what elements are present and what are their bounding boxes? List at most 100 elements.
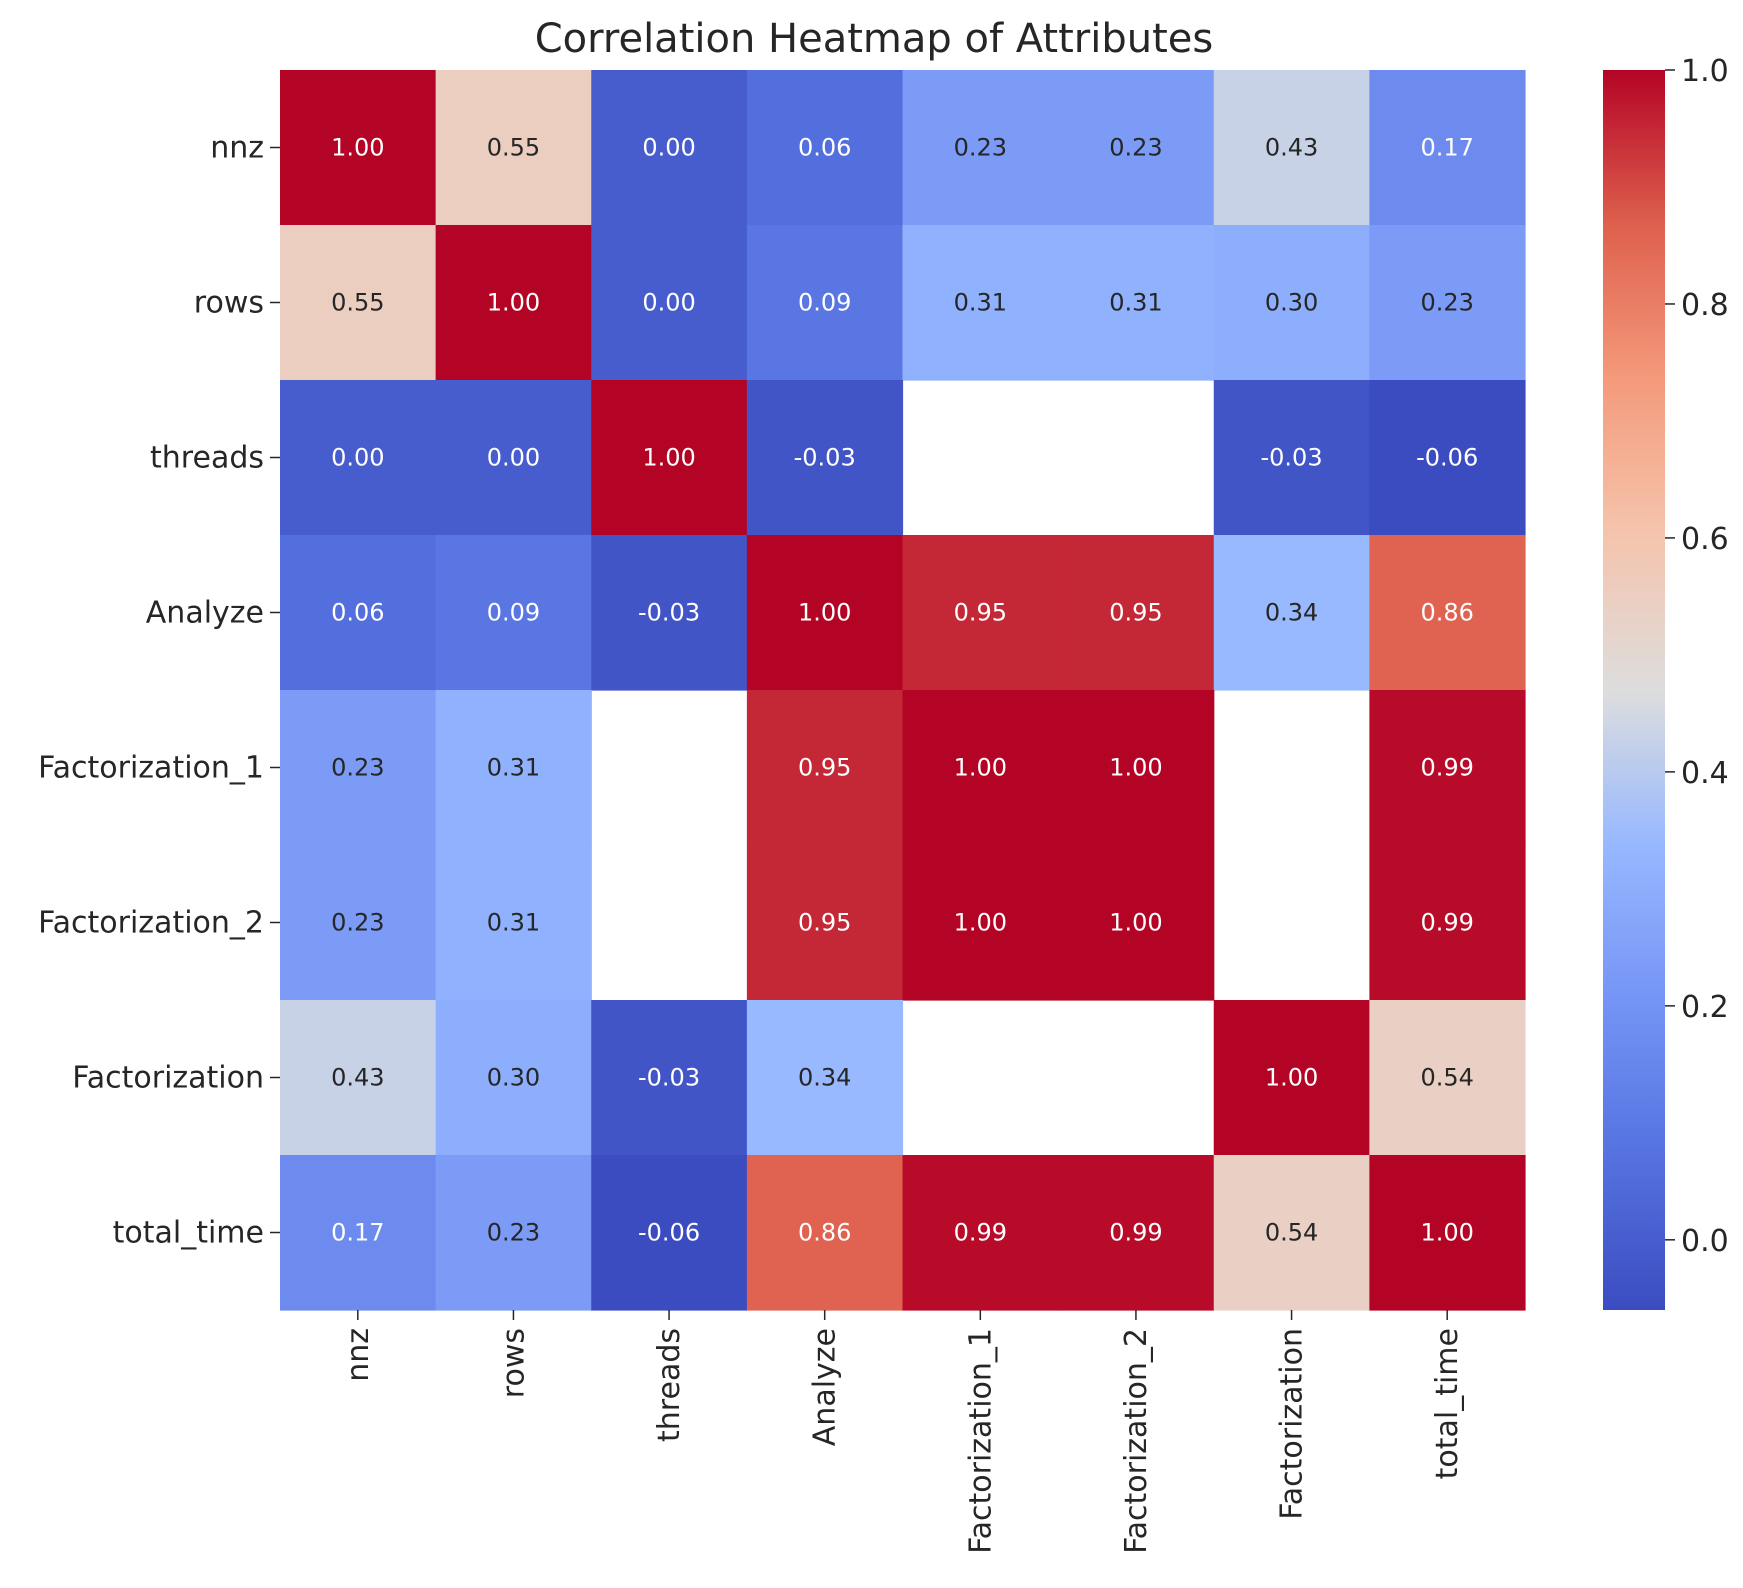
heatmap-cell bbox=[902, 225, 1059, 381]
colorbar-gradient bbox=[1603, 70, 1665, 1310]
cell-value-label: 0.30 bbox=[1265, 289, 1318, 317]
heatmap-cell bbox=[1369, 225, 1526, 381]
y-axis: nnz rows threads Analyze Factorization_1 Fact… bbox=[38, 131, 280, 1251]
cell-value-label: 0.23 bbox=[1420, 289, 1473, 317]
cell-value-label: 0.95 bbox=[798, 754, 851, 782]
heatmap-cell bbox=[591, 535, 748, 691]
y-tick-label: rows bbox=[194, 286, 264, 321]
cell-value-label: 0.86 bbox=[1420, 599, 1473, 627]
cell-value-label: 0.00 bbox=[642, 289, 695, 317]
heatmap-cell bbox=[435, 70, 592, 226]
cell-value-label: 0.95 bbox=[798, 909, 851, 937]
cell-value-label: -0.03 bbox=[638, 599, 700, 627]
cell-value-label: 0.99 bbox=[1109, 1219, 1162, 1247]
x-tick-label: Analyze bbox=[808, 1328, 843, 1446]
cell-value-label: 1.00 bbox=[1109, 909, 1162, 937]
heatmap-cell bbox=[1369, 380, 1526, 536]
cell-value-label: 0.34 bbox=[798, 1064, 851, 1092]
heatmap-cell bbox=[746, 70, 904, 226]
heatmap-cell bbox=[591, 1155, 748, 1311]
y-tick-label: total_time bbox=[113, 1216, 264, 1251]
heatmap-cell bbox=[435, 380, 592, 536]
cell-annotations: 1.00 0.55 0.00 0.06 0.23 0.23 0.43 0.17 0.55 1.00… bbox=[331, 134, 1478, 1247]
cell-value-label: -0.03 bbox=[638, 1064, 700, 1092]
cell-value-label: -0.06 bbox=[1416, 444, 1478, 472]
cell-value-label: 0.00 bbox=[487, 444, 540, 472]
colorbar-tick-label: 0.0 bbox=[1681, 1224, 1729, 1259]
heatmap-cell bbox=[435, 690, 592, 846]
heatmap-cell bbox=[435, 845, 592, 1001]
heatmap-cell bbox=[1213, 225, 1370, 381]
cell-value-label: 1.00 bbox=[1420, 1219, 1473, 1247]
cell-value-label: 1.00 bbox=[642, 444, 695, 472]
x-tick-label: Factorization_1 bbox=[963, 1328, 998, 1554]
heatmap-cell bbox=[1058, 225, 1215, 381]
cell-value-label: 0.00 bbox=[642, 134, 695, 162]
heatmap-cell bbox=[902, 690, 1059, 846]
colorbar-tick-label: 0.2 bbox=[1681, 990, 1729, 1025]
heatmap-cell bbox=[435, 1000, 592, 1156]
heatmap-cell bbox=[902, 845, 1059, 1001]
colorbar-tick-label: 1.0 bbox=[1681, 54, 1729, 89]
heatmap-cell bbox=[435, 1155, 592, 1311]
heatmap-cell bbox=[746, 225, 904, 381]
heatmap-cell bbox=[591, 1000, 748, 1156]
y-tick-label: Analyze bbox=[146, 596, 264, 631]
heatmap-cell bbox=[1213, 70, 1370, 226]
y-tick-label: Factorization bbox=[72, 1061, 264, 1096]
cell-value-label: 0.31 bbox=[487, 754, 540, 782]
heatmap-cell bbox=[280, 845, 437, 1001]
x-tick-label: total_time bbox=[1430, 1328, 1465, 1479]
heatmap-cell bbox=[591, 380, 748, 536]
heatmap-cell bbox=[1369, 1155, 1526, 1311]
cell-value-label: 0.54 bbox=[1265, 1219, 1318, 1247]
cell-value-label: 0.55 bbox=[487, 134, 540, 162]
cell-value-label: -0.03 bbox=[1261, 444, 1323, 472]
chart-title: Correlation Heatmap of Attributes bbox=[535, 16, 1213, 62]
heatmap-cell bbox=[746, 380, 904, 536]
x-tick-label: threads bbox=[652, 1328, 687, 1442]
heatmap-cell bbox=[1213, 1000, 1370, 1156]
x-axis: nnz rows threads Analyze Factorization_1 Fact… bbox=[341, 1310, 1465, 1554]
heatmap-cell bbox=[746, 690, 904, 846]
cell-value-label: 0.06 bbox=[331, 599, 384, 627]
heatmap-cell bbox=[1369, 535, 1526, 691]
cell-value-label: 0.43 bbox=[331, 1064, 384, 1092]
heatmap-cells bbox=[280, 70, 1526, 1311]
cell-value-label: 0.17 bbox=[331, 1219, 384, 1247]
heatmap-cell bbox=[435, 225, 592, 381]
heatmap-cell bbox=[746, 1000, 904, 1156]
cell-value-label: 0.23 bbox=[487, 1219, 540, 1247]
heatmap-cell bbox=[1058, 1155, 1215, 1311]
heatmap-cell bbox=[280, 535, 437, 691]
heatmap-cell bbox=[280, 1000, 437, 1156]
heatmap-cell bbox=[280, 1155, 437, 1311]
heatmap-cell bbox=[280, 70, 437, 226]
heatmap-cell bbox=[902, 1155, 1059, 1311]
cell-value-label: 0.31 bbox=[1109, 289, 1162, 317]
cell-value-label: 1.00 bbox=[954, 754, 1007, 782]
cell-value-label: 0.23 bbox=[331, 754, 384, 782]
heatmap-cell bbox=[280, 380, 437, 536]
heatmap-cell bbox=[902, 535, 1059, 691]
x-tick-label: Factorization_2 bbox=[1119, 1328, 1154, 1554]
cell-value-label: 0.30 bbox=[487, 1064, 540, 1092]
cell-value-label: 0.95 bbox=[1109, 599, 1162, 627]
cell-value-label: 0.23 bbox=[954, 134, 1007, 162]
colorbar-tick-label: 0.6 bbox=[1681, 522, 1729, 557]
heatmap-cell bbox=[280, 225, 437, 381]
cell-value-label: 0.23 bbox=[1109, 134, 1162, 162]
cell-value-label: 1.00 bbox=[798, 599, 851, 627]
y-tick-label: threads bbox=[150, 441, 264, 476]
heatmap-cell bbox=[1213, 380, 1370, 536]
x-tick-label: rows bbox=[496, 1328, 531, 1398]
cell-value-label: 0.54 bbox=[1420, 1064, 1473, 1092]
heatmap-cell bbox=[1058, 845, 1215, 1001]
heatmap-cell bbox=[1058, 690, 1215, 846]
y-tick-label: Factorization_2 bbox=[38, 906, 264, 941]
x-tick-label: Factorization bbox=[1275, 1328, 1310, 1520]
colorbar: 0.0 0.2 0.4 0.6 0.8 1.0 bbox=[1603, 54, 1729, 1310]
heatmap-cell bbox=[1369, 690, 1526, 846]
